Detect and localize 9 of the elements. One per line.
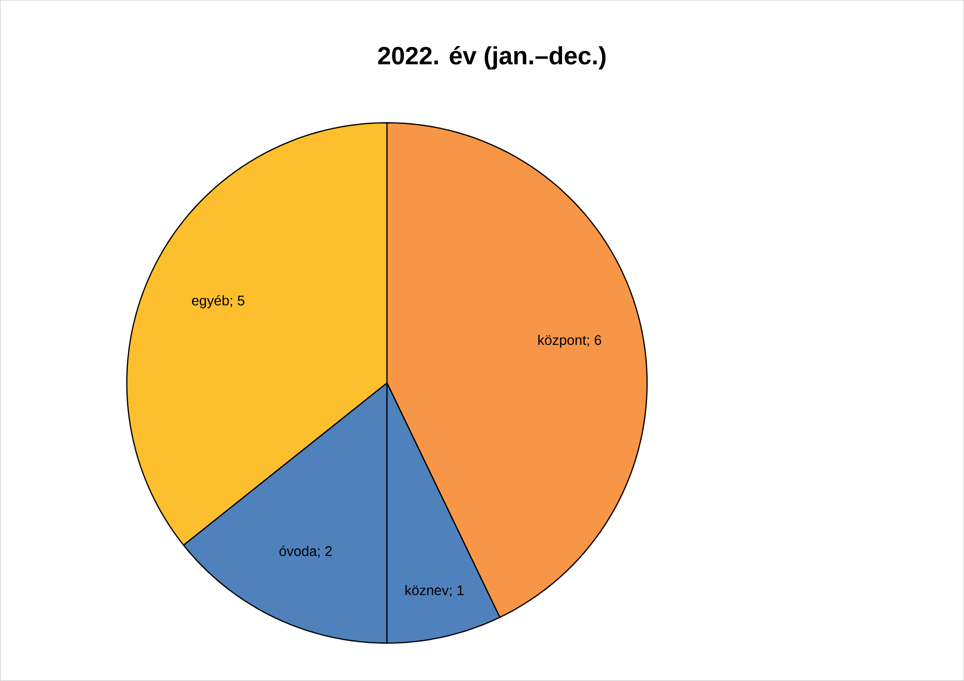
- data-label: ; 2: [318, 546, 332, 558]
- data-label: ; 1: [450, 586, 464, 597]
- slice-label: köznev: [405, 585, 449, 596]
- slice-label: óvoda: [279, 546, 317, 556]
- data-label: ; 5: [230, 296, 244, 308]
- chart-title: 2022. év (jan.–dec.): [378, 46, 606, 70]
- slice-label: egyéb: [192, 295, 229, 308]
- data-label: ; 6: [588, 335, 602, 347]
- slice-label: központ: [538, 334, 586, 348]
